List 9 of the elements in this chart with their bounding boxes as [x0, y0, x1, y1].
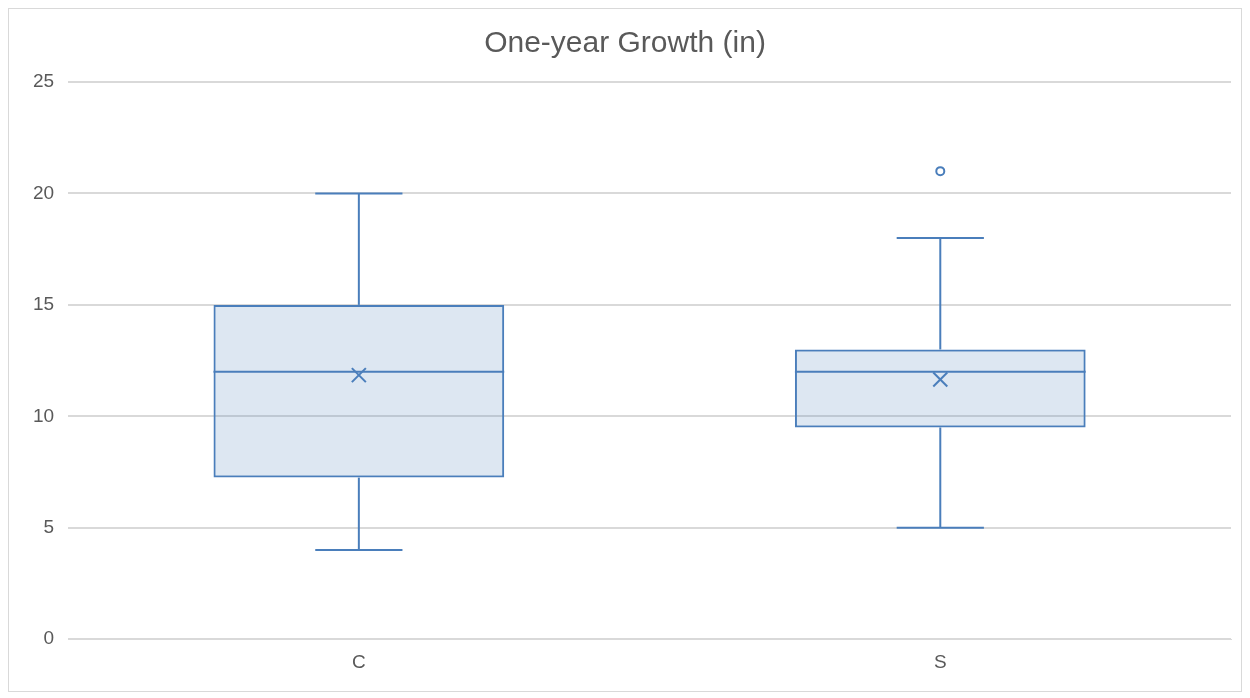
- y-tick-label: 10: [32, 404, 55, 426]
- y-tick-label: 25: [32, 70, 55, 92]
- y-tick-label: 0: [43, 627, 55, 649]
- y-tick-label: 15: [32, 293, 55, 315]
- y-tick-label: 20: [32, 181, 55, 203]
- chart-title: One-year Growth (in): [484, 25, 766, 59]
- x-tick-label: S: [933, 650, 947, 672]
- x-tick-label: C: [351, 650, 366, 672]
- y-tick-label: 5: [43, 515, 55, 537]
